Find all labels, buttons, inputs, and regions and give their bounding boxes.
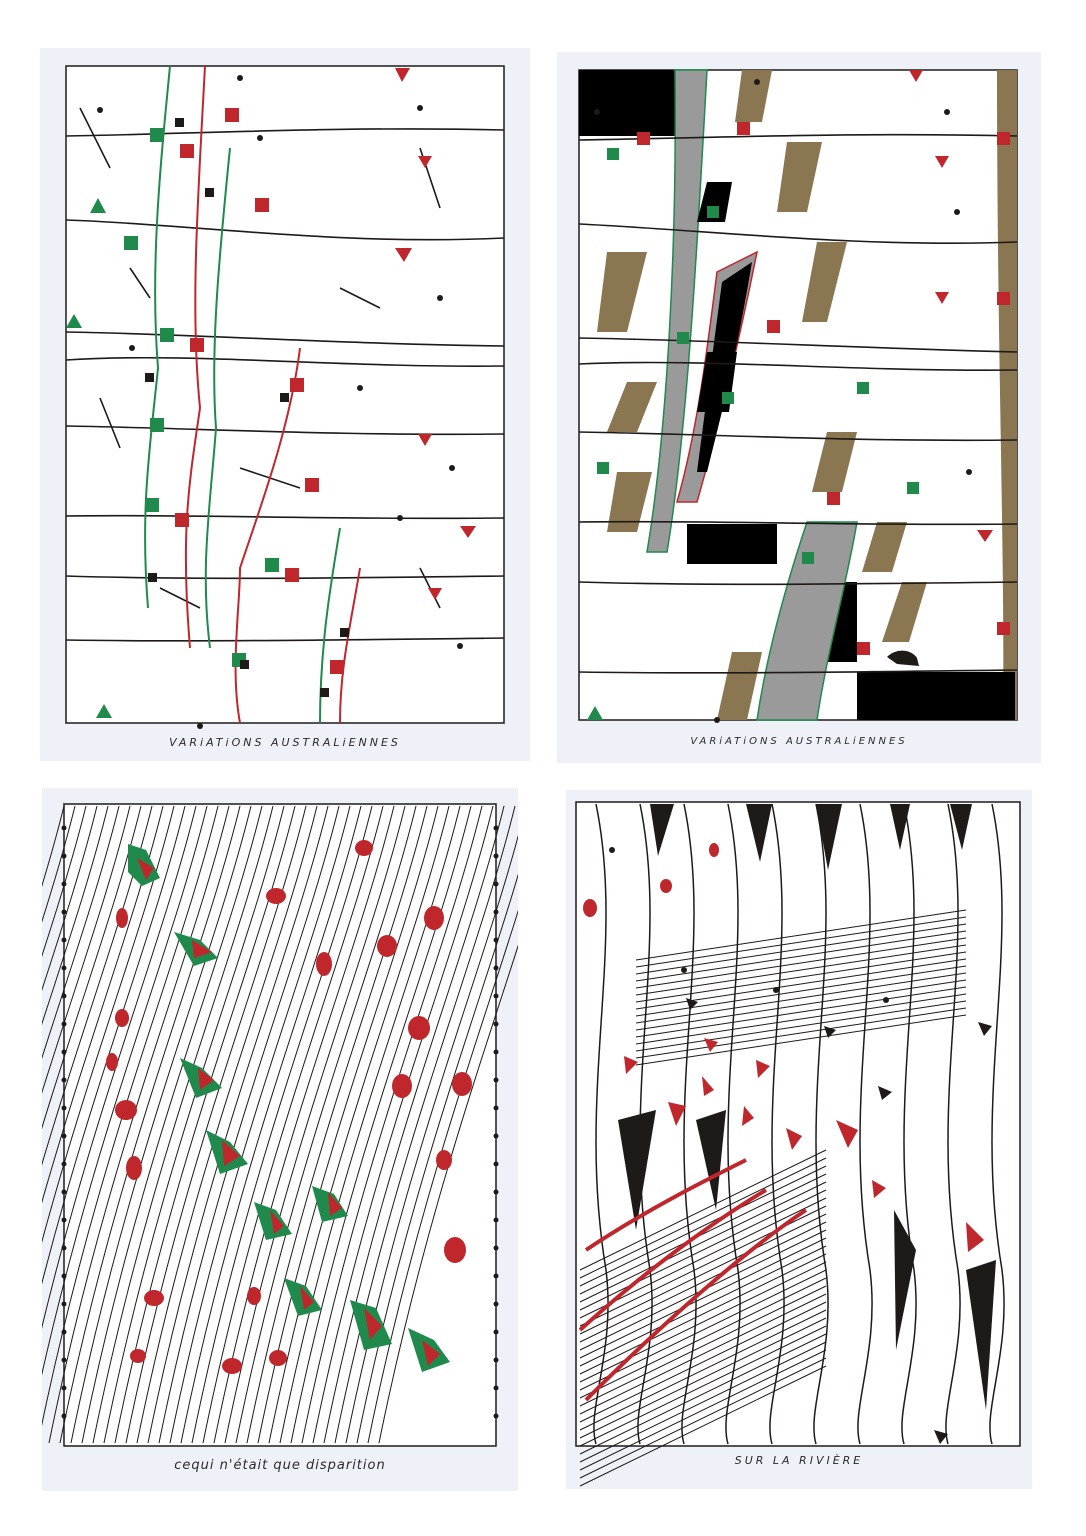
drawing-card-4: SUR LA RIVIÈRE	[566, 790, 1032, 1489]
drawing-caption: cequi n'était que disparition	[174, 1458, 386, 1473]
drawing-card-1: VARiATiONS AUSTRALiENNES	[40, 48, 530, 761]
drawing-caption: VARiATiONS AUSTRALiENNES	[690, 736, 908, 747]
drawing-card-2: VARiATiONS AUSTRALiENNES	[557, 52, 1041, 763]
drawing-caption: SUR LA RIVIÈRE	[734, 1454, 864, 1467]
drawing-variations-australiennes-1	[65, 65, 505, 729]
drawing-cequi-netait-que-disparition	[42, 803, 518, 1447]
drawing-sur-la-riviere	[575, 801, 1021, 1487]
drawing-card-3: cequi n'était que disparition	[42, 788, 518, 1491]
drawing-caption: VARiATiONS AUSTRALiENNES	[169, 736, 401, 749]
drawing-variations-australiennes-2	[578, 69, 1018, 723]
